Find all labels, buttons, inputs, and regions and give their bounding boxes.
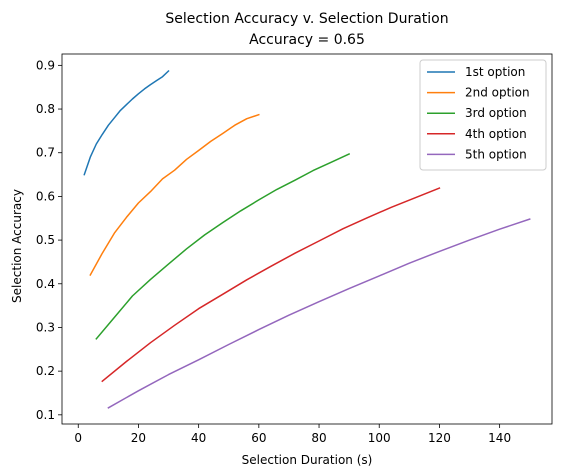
- y-tick-label: 0.3: [36, 320, 55, 334]
- x-tick-label: 80: [311, 431, 326, 445]
- x-tick-label: 40: [191, 431, 206, 445]
- legend-label-2: 2nd option: [465, 86, 530, 100]
- series-line-1: [83, 69, 170, 176]
- series-line-3: [95, 153, 351, 340]
- y-tick-label: 0.7: [36, 146, 55, 160]
- x-tick-label: 120: [428, 431, 451, 445]
- x-tick-label: 100: [368, 431, 391, 445]
- series-line-2: [89, 113, 260, 277]
- y-axis: 0.1 0.2 0.3 0.4 0.5 0.6 0.7 0.8 0.9: [36, 58, 62, 422]
- series-line-5: [107, 218, 531, 409]
- y-tick-label: 0.6: [36, 189, 55, 203]
- y-tick-label: 0.8: [36, 102, 55, 116]
- y-tick-label: 0.5: [36, 233, 55, 247]
- series-line-4: [101, 187, 441, 383]
- x-tick-label: 0: [74, 431, 82, 445]
- legend: 1st option 2nd option 3rd option 4th option…: [419, 59, 547, 171]
- y-tick-label: 0.9: [36, 58, 55, 72]
- y-tick-label: 0.1: [36, 408, 55, 422]
- legend-label-4: 4th option: [465, 127, 527, 141]
- x-axis: 0 20 40 60 80 100 120 140: [74, 424, 511, 445]
- legend-box: [419, 59, 547, 171]
- y-tick-label: 0.4: [36, 277, 55, 291]
- y-axis-label: Selection Accuracy: [10, 189, 24, 303]
- legend-label-3: 3rd option: [465, 106, 527, 120]
- x-tick-label: 140: [488, 431, 511, 445]
- x-axis-label: Selection Duration (s): [242, 453, 373, 467]
- plot-area: [83, 69, 531, 409]
- chart-title: Selection Accuracy v. Selection Duration: [165, 11, 448, 27]
- x-tick-label: 20: [131, 431, 146, 445]
- chart-subtitle: Accuracy = 0.65: [249, 32, 365, 48]
- axes-frame: [61, 53, 553, 425]
- x-tick-label: 60: [251, 431, 266, 445]
- y-tick-label: 0.2: [36, 364, 55, 378]
- legend-label-1: 1st option: [465, 65, 525, 79]
- legend-label-5: 5th option: [465, 147, 527, 161]
